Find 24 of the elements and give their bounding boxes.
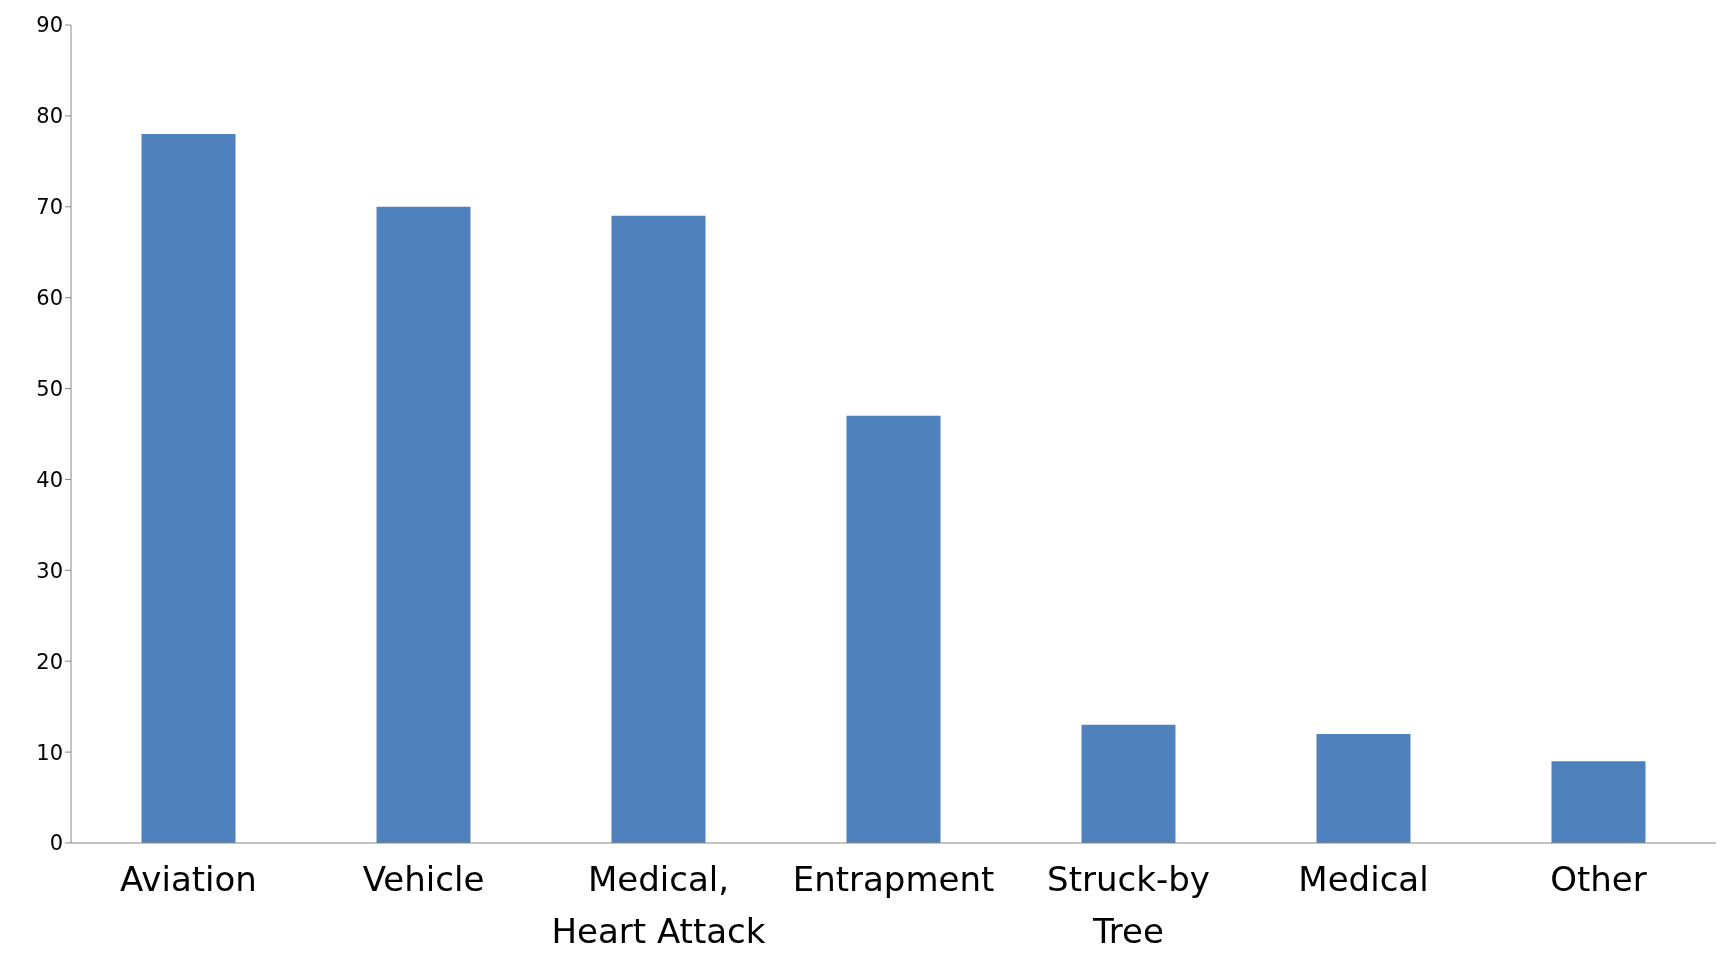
x-tick-label: Medical, Heart Attack [551,859,766,951]
y-tick-label: 20 [36,649,63,674]
y-tick-label: 40 [36,467,63,492]
x-tick-label: Medical [1298,859,1429,899]
y-tick-label: 50 [36,377,63,402]
bar [141,134,236,843]
bar [611,215,706,843]
x-tick-label: Other [1550,859,1647,899]
bar [1316,733,1411,843]
bar [1081,724,1176,843]
x-tick-label: Entrapment [792,859,995,899]
y-tick-label: 60 [36,286,63,311]
y-tick-label: 10 [36,740,63,765]
x-tick-label: Struck-by Tree [1047,859,1210,951]
y-tick-label: 80 [36,104,63,129]
bar [846,415,941,843]
bar [376,206,471,843]
y-tick-label: 90 [36,13,63,38]
x-tick-label: Aviation [120,859,257,899]
y-tick-label: 30 [36,558,63,583]
y-tick-label: 0 [49,831,63,856]
bar [1551,761,1646,843]
x-tick-label: Vehicle [362,859,485,899]
y-tick-label: 70 [36,195,63,220]
